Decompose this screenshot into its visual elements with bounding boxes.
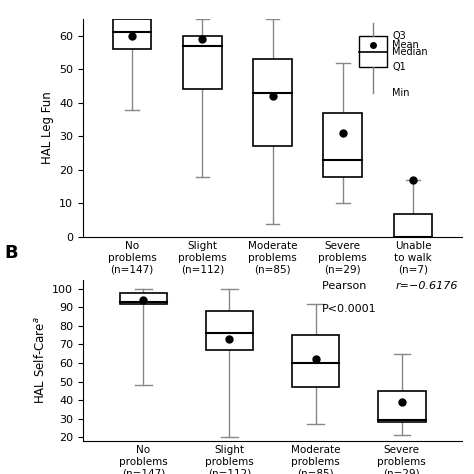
Y-axis label: HAL Self-Care$^a$: HAL Self-Care$^a$: [33, 317, 46, 404]
Bar: [183, 36, 222, 90]
Bar: [253, 59, 292, 146]
Bar: [378, 391, 426, 422]
Bar: [292, 335, 339, 387]
Text: B: B: [5, 244, 18, 262]
Text: r=−0.6176: r=−0.6176: [396, 281, 458, 291]
Text: Pearson: Pearson: [322, 281, 370, 291]
Bar: [113, 19, 151, 49]
Bar: [206, 311, 253, 350]
Bar: [119, 292, 167, 304]
Bar: [394, 213, 432, 237]
X-axis label: EQ-5D-5L Mobility Response: EQ-5D-5L Mobility Response: [173, 361, 372, 374]
Y-axis label: HAL Leg Fun: HAL Leg Fun: [41, 91, 54, 164]
Text: P<0.0001: P<0.0001: [322, 304, 376, 314]
Bar: [323, 113, 362, 177]
